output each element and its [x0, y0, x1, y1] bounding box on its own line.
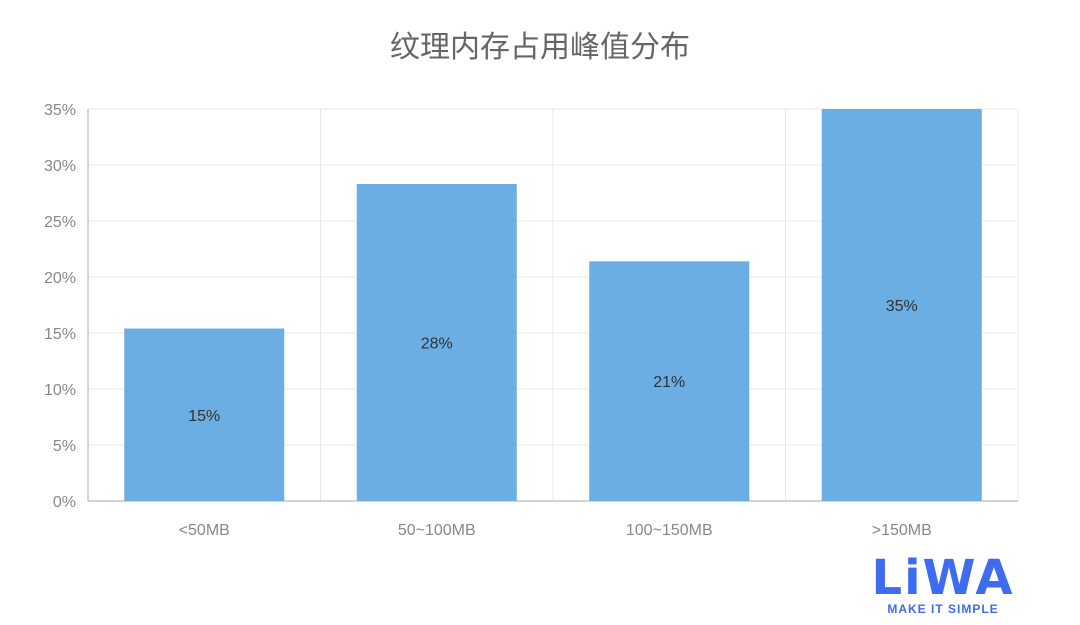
- y-tick-label: 15%: [44, 326, 76, 343]
- y-tick-label: 0%: [53, 494, 76, 511]
- y-tick-label: 35%: [44, 102, 76, 119]
- data-label: 15%: [188, 408, 220, 425]
- x-tick-label: 50~100MB: [398, 522, 476, 539]
- data-label: 28%: [421, 336, 453, 353]
- logo-tagline: MAKE IT SIMPLE: [887, 602, 999, 616]
- y-tick-label: 5%: [53, 438, 76, 455]
- bar: [124, 328, 285, 501]
- bar: [589, 261, 750, 501]
- chart-title: 纹理内存占用峰值分布: [390, 30, 690, 65]
- x-tick-label: >150MB: [872, 522, 932, 539]
- x-tick-label: <50MB: [179, 522, 230, 539]
- bar: [821, 109, 982, 501]
- logo-text: LiWA: [871, 550, 1015, 606]
- bar: [356, 184, 517, 502]
- liwa-logo: LiWA MAKE IT SIMPLE: [862, 550, 1024, 616]
- y-tick-label: 10%: [44, 382, 76, 399]
- y-tick-label: 20%: [44, 270, 76, 287]
- data-label: 35%: [886, 298, 918, 315]
- y-tick-label: 25%: [44, 214, 76, 231]
- y-tick-label: 30%: [44, 158, 76, 175]
- data-label: 21%: [653, 374, 685, 391]
- x-tick-label: 100~150MB: [626, 522, 713, 539]
